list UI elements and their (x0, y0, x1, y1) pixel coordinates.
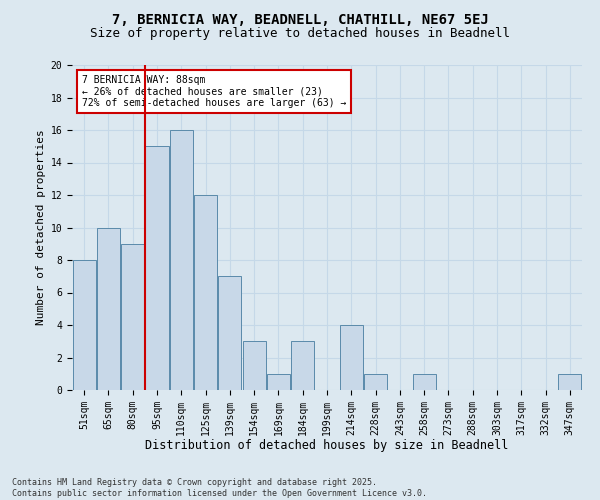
Bar (194, 195, 217, 390)
Text: Size of property relative to detached houses in Beadnell: Size of property relative to detached ho… (90, 28, 510, 40)
Bar (97, 228, 120, 390)
Bar (413, 374, 436, 390)
Bar (170, 130, 193, 390)
Text: 7 BERNICIA WAY: 88sqm
← 26% of detached houses are smaller (23)
72% of semi-deta: 7 BERNICIA WAY: 88sqm ← 26% of detached … (82, 74, 347, 108)
Text: Contains HM Land Registry data © Crown copyright and database right 2025.
Contai: Contains HM Land Registry data © Crown c… (12, 478, 427, 498)
X-axis label: Distribution of detached houses by size in Beadnell: Distribution of detached houses by size … (145, 439, 509, 452)
Bar (121, 244, 144, 390)
Bar (364, 374, 387, 390)
Bar (267, 374, 290, 390)
Bar (145, 146, 169, 390)
Bar (340, 325, 363, 390)
Y-axis label: Number of detached properties: Number of detached properties (37, 130, 46, 326)
Bar (291, 341, 314, 390)
Bar (218, 276, 241, 390)
Bar (242, 341, 266, 390)
Bar (559, 374, 581, 390)
Text: 7, BERNICIA WAY, BEADNELL, CHATHILL, NE67 5EJ: 7, BERNICIA WAY, BEADNELL, CHATHILL, NE6… (112, 12, 488, 26)
Bar (73, 260, 95, 390)
